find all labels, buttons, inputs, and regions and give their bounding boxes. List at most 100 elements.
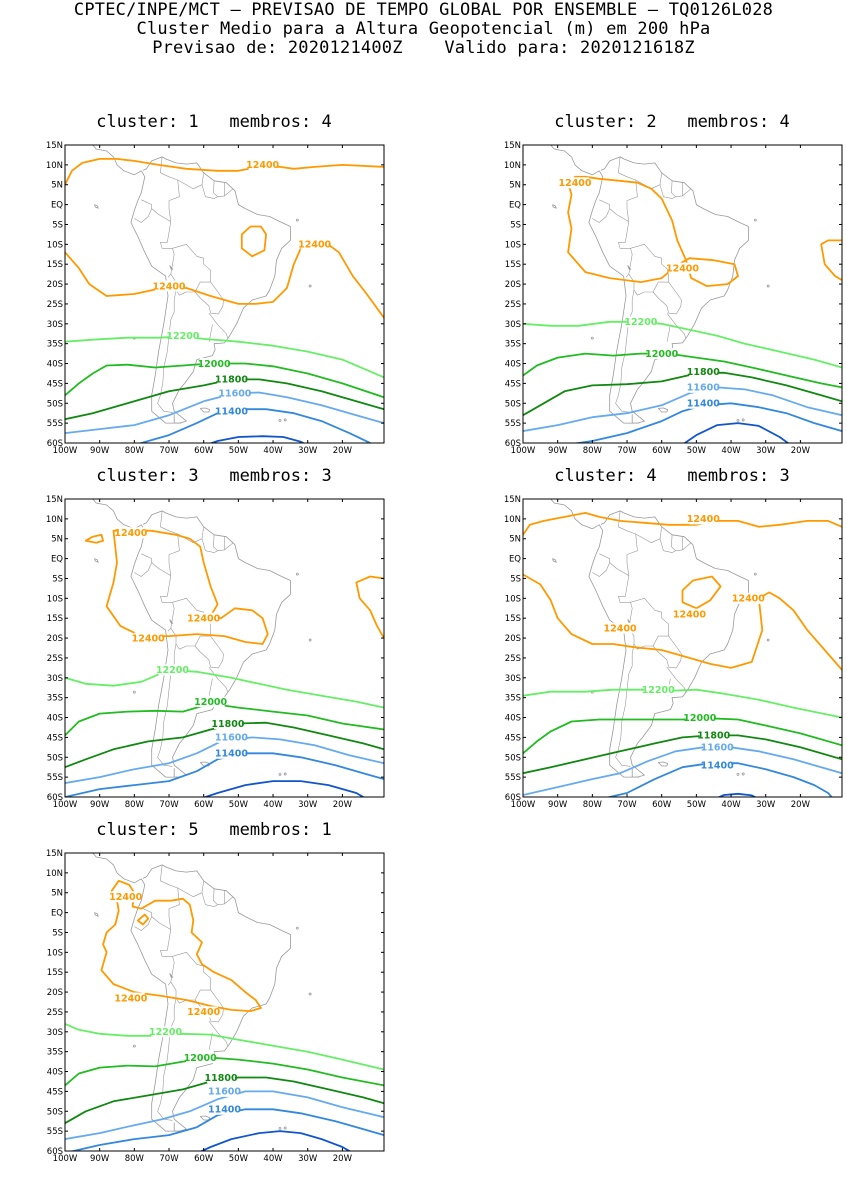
lon-tick-label: 70W xyxy=(159,800,179,810)
island-dot xyxy=(278,418,282,422)
contour-label: 11800 xyxy=(211,719,244,730)
contour-label-bg xyxy=(685,712,714,724)
map-frame xyxy=(64,144,385,444)
country-border xyxy=(167,956,175,986)
island-dot xyxy=(590,336,594,340)
lon-tick-label: 20W xyxy=(333,1154,353,1164)
isoline-11200 xyxy=(683,422,790,443)
contour-label: 11400 xyxy=(687,399,720,410)
country-border xyxy=(160,864,180,930)
country-border xyxy=(213,180,218,197)
island-dot xyxy=(308,992,312,996)
country-border xyxy=(194,635,224,669)
lat-tick-label: EQ xyxy=(51,909,63,919)
lon-tick-label: 20W xyxy=(791,800,811,810)
map-frame xyxy=(64,852,385,1152)
lat-tick-label: 10N xyxy=(504,515,521,525)
lat-tick-label: 35S xyxy=(505,694,521,704)
contour-label: 12000 xyxy=(194,697,227,708)
lat-tick-label: 5S xyxy=(52,928,63,938)
contour-map: 1240012400122001200011800116001140015N10… xyxy=(504,141,843,456)
country-border xyxy=(628,244,669,296)
country-border xyxy=(160,221,173,249)
contour-label-bg xyxy=(734,592,763,604)
isoline-12200 xyxy=(65,335,384,379)
map-frame xyxy=(522,144,843,444)
lat-tick-label: 5S xyxy=(510,220,521,230)
contour-label-bg xyxy=(689,397,718,409)
country-border xyxy=(592,562,610,577)
lat-tick-label: 55S xyxy=(47,1127,63,1137)
isoline-12400 xyxy=(681,575,722,610)
lat-tick-label: 5N xyxy=(51,181,63,191)
contour-label: 12400 xyxy=(187,1007,220,1018)
longitude-axis: 100W 90W 80W 70W 60W 50W 40W 30W 20W xyxy=(53,145,353,456)
contour-label: 12400 xyxy=(109,892,142,903)
lon-tick-label: 30W xyxy=(756,800,776,810)
latitude-axis: 15N 10N 5N EQ 5S 10S 15S 20S 25S 30S 35S 40S 45S 50S 5… xyxy=(46,849,384,1157)
lat-tick-label: 55S xyxy=(47,773,63,783)
lat-tick-label: 15S xyxy=(47,260,63,270)
lat-tick-label: 60S xyxy=(47,439,63,449)
lon-tick-label: 90W xyxy=(90,800,110,810)
country-border xyxy=(652,635,682,669)
lon-tick-label: 60W xyxy=(194,800,214,810)
lon-tick-label: 50W xyxy=(687,446,707,456)
lon-tick-label: 60W xyxy=(652,446,672,456)
isoline-12400 xyxy=(65,239,384,319)
country-border xyxy=(201,892,234,907)
lat-tick-label: 5S xyxy=(52,574,63,584)
lat-tick-label: 55S xyxy=(47,419,63,429)
contour-label: 12400 xyxy=(187,614,220,625)
isoline-11200 xyxy=(209,435,306,443)
isoline-12400 xyxy=(136,913,150,926)
contour-label: 11600 xyxy=(208,1087,241,1098)
lat-tick-label: 15S xyxy=(47,614,63,624)
lat-tick-label: 55S xyxy=(505,773,521,783)
contour-label: 12400 xyxy=(687,514,720,525)
contour-label: 11400 xyxy=(701,761,734,772)
lake-outline xyxy=(169,973,174,978)
country-border xyxy=(671,180,676,197)
lat-tick-label: 5S xyxy=(52,220,63,230)
lat-tick-label: 40S xyxy=(47,360,63,370)
coastline-layer xyxy=(92,853,312,1132)
island-dot xyxy=(741,418,745,422)
panel-title: cluster: 1 membros: 4 xyxy=(96,112,332,132)
island-outline xyxy=(94,558,99,563)
country-border xyxy=(635,526,662,543)
contour-label-bg xyxy=(689,365,718,377)
country-border xyxy=(208,1032,213,1050)
map-layers: 12400 12400 12400 12200 12000 11800 11600 11400 xyxy=(65,853,384,1151)
lat-tick-label: 10S xyxy=(505,240,521,250)
country-border xyxy=(160,510,180,576)
country-border xyxy=(134,562,152,577)
lat-tick-label: 50S xyxy=(47,399,63,409)
lon-tick-label: 90W xyxy=(90,1154,110,1164)
contour-layer xyxy=(65,158,384,443)
lat-tick-label: 5N xyxy=(51,535,63,545)
contour-map: 12400 12400 12400 12200 12000 11800 11600 11400… xyxy=(46,849,385,1164)
contour-label-bg xyxy=(207,1071,236,1083)
country-border xyxy=(141,907,171,930)
country-border xyxy=(618,156,638,222)
contour-label: 12400 xyxy=(558,178,591,189)
country-border xyxy=(134,208,152,223)
coastline xyxy=(550,145,749,424)
lat-tick-label: EQ xyxy=(51,555,63,565)
country-border xyxy=(659,538,692,553)
country-border xyxy=(652,281,682,315)
country-border xyxy=(208,312,229,339)
lat-tick-label: 40S xyxy=(505,360,521,370)
contour-label-bg xyxy=(111,891,140,903)
lat-tick-label: 15N xyxy=(504,495,521,505)
lat-tick-label: 30S xyxy=(505,320,521,330)
country-border xyxy=(208,1020,229,1047)
country-border xyxy=(157,997,177,1121)
map-layers: 12400 12400 12400 12200 12000 11800 11600 11400 xyxy=(65,499,384,797)
lon-tick-label: 30W xyxy=(298,446,318,456)
contour-label: 12400 xyxy=(732,594,765,605)
lon-tick-label: 50W xyxy=(229,1154,249,1164)
island-outline xyxy=(552,204,557,209)
island-outline xyxy=(657,761,668,767)
